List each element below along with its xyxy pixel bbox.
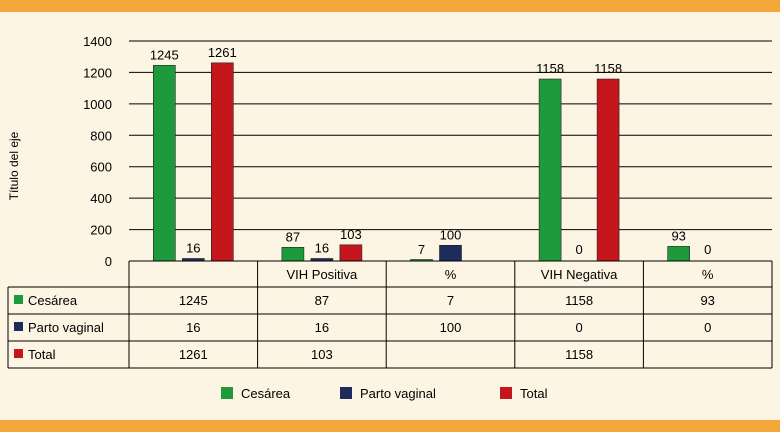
data-label: 103 [340, 227, 362, 242]
data-label: 1158 [536, 61, 564, 76]
bar-total [211, 62, 234, 262]
table-cell-value: 103 [311, 347, 333, 362]
data-label: 1158 [594, 61, 622, 76]
table-cell-value: 16 [186, 320, 200, 335]
legend-label: Parto vaginal [360, 386, 436, 401]
legend-label: Total [520, 386, 548, 401]
bar-total [339, 244, 363, 262]
y-tick-label: 200 [90, 223, 112, 238]
bar-cesárea [538, 78, 562, 262]
legend-label: Cesárea [241, 386, 291, 401]
category-label: VIH Positiva [286, 267, 358, 282]
y-tick-label: 800 [90, 128, 112, 143]
legend-swatch [221, 387, 233, 399]
data-label: 16 [186, 240, 200, 255]
table-cell-value: 0 [575, 320, 582, 335]
row-legend-swatch [14, 349, 23, 358]
bar-cesárea [281, 247, 305, 262]
bar-cesárea [153, 65, 176, 262]
row-legend-swatch [14, 295, 23, 304]
top-band [0, 0, 780, 12]
bar-cesárea [667, 246, 691, 262]
data-label: 0 [704, 242, 711, 257]
y-axis-title: Título del eje [7, 131, 21, 200]
data-label: 87 [286, 229, 300, 244]
y-tick-label: 600 [90, 160, 112, 175]
y-tick-label: 1200 [83, 65, 112, 80]
table-cell-value: 1261 [179, 347, 208, 362]
category-label: VIH Negativa [541, 267, 618, 282]
data-label: 93 [671, 228, 685, 243]
table-cell-value: 100 [440, 320, 462, 335]
data-label: 7 [418, 242, 425, 257]
y-tick-label: 1400 [83, 34, 112, 49]
table-cell-value: 93 [700, 293, 714, 308]
data-label: 1245 [150, 47, 179, 62]
data-label: 16 [315, 240, 329, 255]
data-label: 1261 [208, 45, 237, 60]
table-cell-value: 1245 [179, 293, 208, 308]
legend-swatch [500, 387, 512, 399]
row-legend-swatch [14, 322, 23, 331]
y-tick-label: 1000 [83, 97, 112, 112]
data-label: 0 [575, 242, 582, 257]
bottom-band [0, 420, 780, 432]
table-cell-value: 1158 [565, 347, 593, 362]
bar-total [596, 78, 620, 262]
table-cell-value: 7 [447, 293, 454, 308]
row-series-label: Total [28, 347, 56, 362]
table-cell-value: 16 [315, 320, 329, 335]
table-cell-value: 87 [315, 293, 329, 308]
legend-swatch [340, 387, 352, 399]
table-cell-value: 1158 [565, 293, 593, 308]
y-tick-label: 0 [105, 254, 112, 269]
y-tick-label: 400 [90, 191, 112, 206]
data-label: 100 [440, 227, 462, 242]
table-cell-value: 0 [704, 320, 711, 335]
row-series-label: Cesárea [28, 293, 78, 308]
bar-parto-vaginal [439, 244, 462, 262]
category-label: % [702, 267, 714, 282]
category-label: % [445, 267, 457, 282]
row-series-label: Parto vaginal [28, 320, 104, 335]
